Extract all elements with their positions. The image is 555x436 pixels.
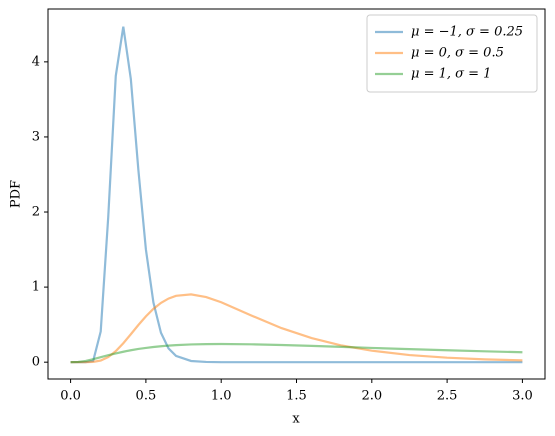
legend-frame [366,14,538,93]
y-axis-label: PDF [9,180,24,208]
x-tick-label: 2.5 [437,389,458,404]
plot-frame [47,8,546,380]
axes [44,61,523,383]
y-tick-label: 4 [32,54,40,69]
legend-label: μ = −1, σ = 0.25 [411,25,523,40]
x-tick-label: 1.0 [211,389,232,404]
series-line [70,26,523,364]
x-axis-label: x [292,412,300,427]
y-tick-label: 3 [32,129,40,144]
series-line [70,293,523,364]
legend-label: μ = 0, σ = 0.5 [411,46,504,61]
y-tick-label: 0 [32,355,40,370]
y-tick-label: 2 [32,205,40,220]
x-tick-label: 2.0 [361,389,382,404]
x-tick-label: 3.0 [512,389,533,404]
x-tick-label: 0.5 [136,389,157,404]
x-tick-label: 1.5 [286,389,307,404]
legend: μ = −1, σ = 0.25 μ = 0, σ = 0.5 μ = 1, σ =… [366,14,538,93]
y-tick-label: 1 [32,280,40,295]
legend-label: μ = 1, σ = 1 [411,67,491,82]
x-tick-label: 0.0 [60,389,81,404]
series-line [70,342,523,364]
